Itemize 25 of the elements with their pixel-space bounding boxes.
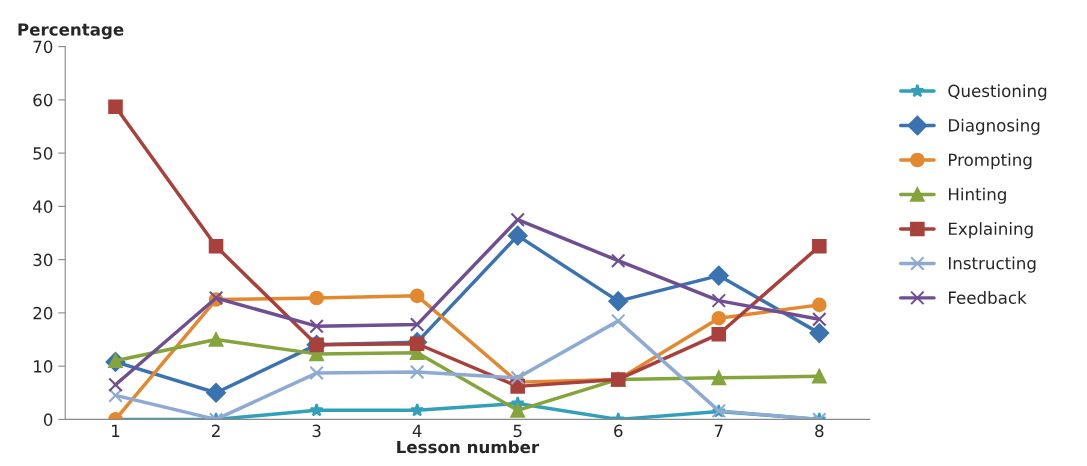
legend-label: Hinting: [948, 187, 1006, 204]
y-tick-label: 70: [33, 40, 53, 54]
x-tick-label: 2: [211, 424, 220, 437]
legend-label: Prompting: [948, 153, 1032, 170]
legend-label: Feedback: [948, 291, 1027, 304]
x-tick-label: 6: [614, 424, 623, 438]
y-tick-label: 40: [33, 200, 53, 213]
y-axis-title: Percentage: [18, 23, 124, 40]
y-tick-label: 10: [34, 360, 53, 373]
x-axis-title: Lesson number: [397, 440, 540, 454]
legend-label: Diagnosing: [948, 118, 1040, 135]
x-tick-label: 4: [412, 424, 422, 437]
x-tick-label: 7: [714, 424, 723, 437]
legend-label: Instructing: [948, 256, 1036, 273]
y-tick-label: 30: [33, 253, 53, 267]
legend-label: Questioning: [948, 84, 1047, 101]
y-tick-label: 0: [43, 413, 53, 426]
y-tick-label: 50: [33, 147, 53, 160]
y-tick-label: 20: [33, 306, 53, 320]
x-tick-label: 5: [513, 424, 522, 438]
x-tick-label: 1: [112, 424, 120, 437]
y-tick-label: 60: [33, 93, 53, 107]
x-tick-label: 3: [312, 424, 321, 438]
legend-label: Explaining: [948, 222, 1033, 239]
x-tick-label: 8: [815, 424, 824, 438]
